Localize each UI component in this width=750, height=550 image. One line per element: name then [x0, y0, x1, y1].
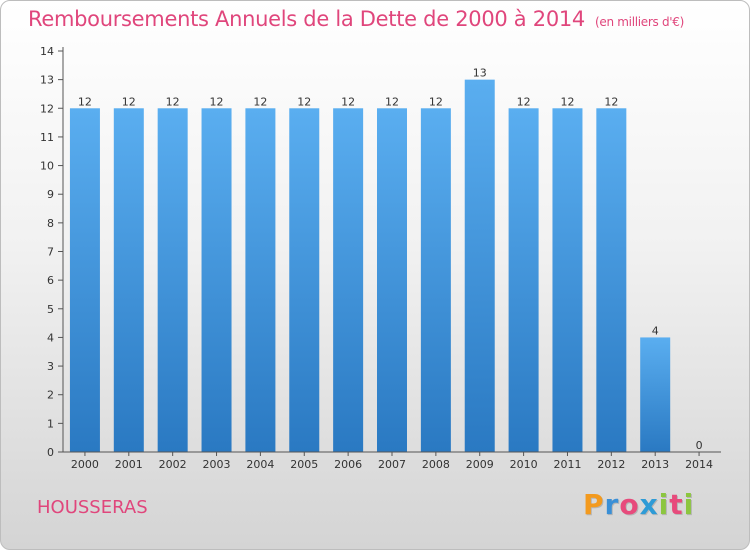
logo-letter: r: [604, 488, 620, 521]
bar: [245, 108, 276, 453]
y-tick-label: 12: [40, 102, 54, 115]
logo-letter: i: [683, 488, 695, 521]
y-tick-label: 9: [47, 188, 54, 201]
y-tick-label: 2: [47, 389, 54, 402]
bar: [640, 337, 671, 452]
x-tick-label: 2006: [334, 458, 362, 471]
data-label: 12: [166, 95, 180, 108]
y-tick-label: 14: [40, 45, 54, 58]
bar: [289, 108, 320, 453]
logo-letter: i: [658, 488, 670, 521]
data-label: 12: [253, 95, 267, 108]
y-tick-label: 13: [40, 74, 54, 87]
bar: [377, 108, 407, 453]
bar: [69, 108, 100, 453]
labels-group: 0123456789101112131420001220011220021220…: [40, 45, 713, 471]
y-tick-label: 11: [40, 131, 54, 144]
bar: [552, 108, 583, 453]
proxiti-logo: Proxiti: [583, 488, 694, 521]
data-label: 0: [696, 439, 703, 452]
y-tick-label: 5: [47, 303, 54, 316]
x-tick-label: 2002: [159, 458, 187, 471]
x-tick-label: 2003: [203, 458, 231, 471]
data-label: 12: [341, 95, 355, 108]
logo-letter: P: [583, 488, 605, 521]
chart-subtitle: (en milliers d'€): [595, 15, 685, 29]
x-tick-label: 2012: [597, 458, 625, 471]
x-tick-label: 2013: [641, 458, 669, 471]
y-tick-label: 1: [47, 417, 54, 430]
x-tick-label: 2010: [510, 458, 538, 471]
y-tick-label: 8: [47, 217, 54, 230]
x-tick-label: 2009: [466, 458, 494, 471]
logo-letter: o: [619, 488, 640, 521]
axes-group: [58, 47, 721, 456]
bar: [113, 108, 144, 453]
y-tick-label: 10: [40, 160, 54, 173]
x-tick-label: 2008: [422, 458, 450, 471]
bar: [201, 108, 232, 453]
commune-name: HOUSSERAS: [37, 497, 148, 518]
bar: [420, 108, 451, 453]
y-tick-label: 6: [47, 274, 54, 287]
data-label: 4: [652, 324, 659, 337]
data-label: 12: [385, 95, 399, 108]
bar: [508, 108, 539, 453]
title-text: Remboursements Annuels de la Dette de 20…: [28, 7, 585, 31]
logo-letter: x: [639, 488, 659, 521]
data-label: 12: [560, 95, 574, 108]
data-label: 12: [210, 95, 224, 108]
data-label: 12: [297, 95, 311, 108]
chart-title: Remboursements Annuels de la Dette de 20…: [28, 7, 684, 31]
x-tick-label: 2011: [553, 458, 581, 471]
bar: [157, 108, 188, 453]
x-tick-label: 2014: [685, 458, 713, 471]
x-tick-label: 2007: [378, 458, 406, 471]
bar: [333, 108, 364, 453]
logo-letter: t: [669, 488, 684, 521]
data-label: 13: [473, 67, 487, 80]
x-tick-label: 2004: [246, 458, 274, 471]
data-label: 12: [429, 95, 443, 108]
data-label: 12: [604, 95, 618, 108]
x-tick-label: 2005: [290, 458, 318, 471]
y-tick-label: 0: [47, 446, 54, 459]
data-label: 12: [122, 95, 136, 108]
bar: [596, 108, 627, 453]
x-tick-label: 2000: [71, 458, 99, 471]
x-tick-label: 2001: [115, 458, 143, 471]
y-tick-label: 7: [47, 246, 54, 259]
y-tick-label: 3: [47, 360, 54, 373]
data-label: 12: [78, 95, 92, 108]
bars-group: [69, 79, 671, 453]
data-label: 12: [517, 95, 531, 108]
bar: [464, 79, 495, 453]
y-tick-label: 4: [47, 331, 54, 344]
